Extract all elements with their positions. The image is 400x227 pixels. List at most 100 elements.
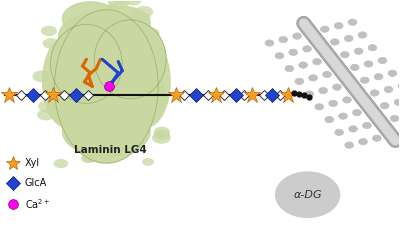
Ellipse shape — [139, 72, 154, 82]
Ellipse shape — [325, 116, 334, 123]
Ellipse shape — [120, 21, 137, 31]
Ellipse shape — [43, 38, 59, 49]
Ellipse shape — [329, 100, 338, 106]
Ellipse shape — [128, 0, 145, 1]
Ellipse shape — [37, 110, 54, 120]
Ellipse shape — [276, 172, 340, 217]
Ellipse shape — [335, 129, 344, 136]
Ellipse shape — [144, 31, 156, 38]
Ellipse shape — [152, 132, 170, 143]
Ellipse shape — [104, 92, 115, 99]
Ellipse shape — [93, 37, 108, 46]
Ellipse shape — [33, 71, 51, 82]
Ellipse shape — [279, 36, 288, 43]
Ellipse shape — [76, 112, 89, 120]
Ellipse shape — [108, 116, 124, 126]
Text: GlcA: GlcA — [25, 178, 47, 188]
Ellipse shape — [97, 43, 116, 55]
Text: Ca$^{2+}$: Ca$^{2+}$ — [25, 197, 50, 211]
Ellipse shape — [102, 56, 122, 67]
Ellipse shape — [58, 12, 138, 62]
Ellipse shape — [398, 83, 400, 89]
Ellipse shape — [285, 65, 294, 72]
Ellipse shape — [360, 77, 369, 83]
Ellipse shape — [41, 26, 56, 36]
Ellipse shape — [81, 155, 94, 163]
Ellipse shape — [364, 61, 373, 67]
Ellipse shape — [370, 90, 379, 96]
Ellipse shape — [348, 19, 357, 25]
Ellipse shape — [293, 33, 302, 39]
Ellipse shape — [94, 6, 150, 40]
Ellipse shape — [62, 64, 75, 72]
Ellipse shape — [374, 74, 383, 80]
Ellipse shape — [345, 142, 354, 148]
Ellipse shape — [289, 49, 298, 55]
Ellipse shape — [142, 158, 154, 165]
Text: α-DG: α-DG — [293, 190, 322, 200]
Ellipse shape — [313, 59, 322, 65]
Ellipse shape — [67, 79, 86, 91]
Ellipse shape — [342, 97, 351, 103]
Ellipse shape — [66, 134, 86, 146]
Ellipse shape — [303, 46, 312, 52]
Ellipse shape — [113, 0, 127, 5]
Ellipse shape — [362, 122, 371, 128]
Ellipse shape — [94, 20, 166, 99]
Ellipse shape — [42, 37, 90, 127]
Ellipse shape — [130, 15, 142, 23]
Ellipse shape — [340, 52, 349, 58]
Ellipse shape — [154, 127, 170, 137]
Text: Xyl: Xyl — [25, 158, 40, 168]
Ellipse shape — [46, 66, 110, 129]
Ellipse shape — [54, 10, 158, 163]
Ellipse shape — [139, 14, 150, 21]
Ellipse shape — [380, 103, 389, 109]
Ellipse shape — [102, 66, 166, 129]
Ellipse shape — [295, 78, 304, 84]
Ellipse shape — [350, 64, 359, 71]
Ellipse shape — [100, 153, 113, 161]
Ellipse shape — [323, 71, 332, 78]
Ellipse shape — [96, 16, 109, 24]
Ellipse shape — [83, 154, 97, 163]
Ellipse shape — [122, 37, 170, 127]
Ellipse shape — [90, 84, 101, 91]
Ellipse shape — [358, 32, 367, 38]
Ellipse shape — [299, 62, 308, 68]
Ellipse shape — [87, 89, 104, 99]
Ellipse shape — [88, 57, 106, 69]
Ellipse shape — [82, 80, 96, 89]
Ellipse shape — [319, 87, 328, 94]
Ellipse shape — [89, 141, 104, 150]
Ellipse shape — [86, 84, 104, 96]
Ellipse shape — [320, 26, 329, 32]
Ellipse shape — [50, 24, 122, 103]
Ellipse shape — [333, 84, 341, 90]
Ellipse shape — [384, 86, 393, 93]
Ellipse shape — [330, 39, 339, 45]
Ellipse shape — [79, 48, 94, 57]
Ellipse shape — [378, 57, 387, 64]
Ellipse shape — [62, 2, 118, 36]
Ellipse shape — [127, 138, 144, 149]
Ellipse shape — [108, 0, 129, 9]
Ellipse shape — [352, 109, 361, 116]
Ellipse shape — [368, 44, 377, 51]
Text: Laminin LG4: Laminin LG4 — [74, 145, 147, 155]
Ellipse shape — [154, 130, 170, 139]
Ellipse shape — [349, 126, 358, 132]
Ellipse shape — [390, 115, 399, 122]
Ellipse shape — [107, 4, 119, 12]
Ellipse shape — [124, 0, 142, 5]
Ellipse shape — [309, 75, 318, 81]
Ellipse shape — [100, 22, 121, 34]
Ellipse shape — [97, 141, 112, 150]
Ellipse shape — [265, 40, 274, 46]
Ellipse shape — [394, 99, 400, 105]
Ellipse shape — [315, 104, 324, 110]
Ellipse shape — [135, 6, 153, 17]
Ellipse shape — [94, 128, 110, 138]
Ellipse shape — [62, 107, 150, 156]
Ellipse shape — [275, 53, 284, 59]
